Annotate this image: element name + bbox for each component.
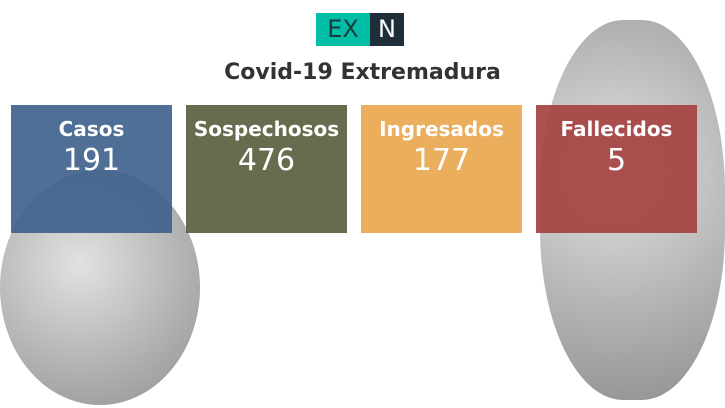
card-value: 476: [237, 143, 296, 178]
card-value: 177: [412, 143, 471, 178]
card-casos: Casos 191: [11, 105, 172, 233]
card-label: Fallecidos: [560, 117, 673, 141]
card-label: Casos: [58, 117, 125, 141]
exn-logo: EX N: [316, 13, 404, 46]
page-title: Covid-19 Extremadura: [224, 60, 501, 85]
logo-ex: EX: [316, 13, 370, 46]
card-ingresados: Ingresados 177: [361, 105, 522, 233]
card-fallecidos: Fallecidos 5: [536, 105, 697, 233]
logo-n: N: [370, 13, 404, 46]
card-value: 191: [62, 143, 121, 178]
card-sospechosos: Sospechosos 476: [186, 105, 347, 233]
card-label: Sospechosos: [193, 117, 340, 141]
card-value: 5: [606, 143, 627, 178]
card-label: Ingresados: [379, 117, 504, 141]
